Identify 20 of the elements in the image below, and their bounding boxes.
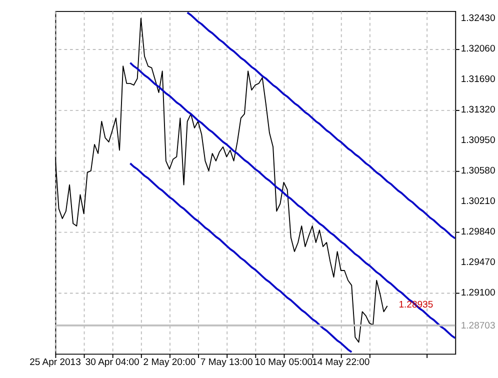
y-tick-label: 1.29100 bbox=[460, 288, 496, 299]
x-tick-label: 14 May 22:00 bbox=[312, 357, 370, 368]
y-tick-label: 1.31690 bbox=[460, 74, 496, 86]
y-tick-label: 1.29840 bbox=[460, 226, 496, 238]
y-tick-label: 1.30580 bbox=[460, 166, 496, 177]
y-tick-label: 1.30950 bbox=[460, 135, 496, 146]
y-tick-label: 1.31320 bbox=[460, 104, 496, 116]
x-tick-label: 10 May 05:00 bbox=[254, 357, 313, 368]
x-tick-label: 7 May 13:00 bbox=[200, 357, 253, 368]
y-tick-label: 1.29470 bbox=[460, 257, 496, 268]
y-tick-label: 1.32060 bbox=[460, 44, 496, 55]
x-tick-label: 2 May 20:00 bbox=[143, 357, 196, 368]
line-series bbox=[129, 162, 353, 354]
y-tick-label: 1.30210 bbox=[460, 196, 496, 208]
line-series bbox=[186, 12, 456, 240]
y-tick-label: 1.32430 bbox=[460, 13, 496, 24]
x-tick-label: 25 Apr 2013 bbox=[30, 357, 81, 368]
line-series bbox=[129, 62, 456, 340]
ref-line-label: 1.28703 bbox=[460, 320, 496, 332]
x-tick-label: 30 Apr 04:00 bbox=[85, 357, 140, 368]
